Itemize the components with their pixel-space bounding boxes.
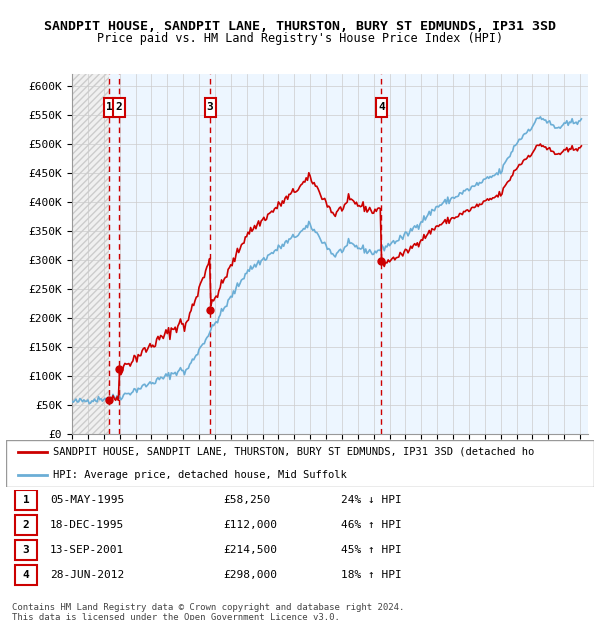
Text: SANDPIT HOUSE, SANDPIT LANE, THURSTON, BURY ST EDMUNDS, IP31 3SD (detached ho: SANDPIT HOUSE, SANDPIT LANE, THURSTON, B… [53, 447, 534, 457]
FancyBboxPatch shape [205, 98, 215, 117]
Text: 05-MAY-1995: 05-MAY-1995 [50, 495, 124, 505]
FancyBboxPatch shape [104, 98, 115, 117]
Text: 2: 2 [116, 102, 122, 112]
Bar [119, 74, 210, 434]
Text: 2: 2 [23, 520, 29, 530]
Text: 18% ↑ HPI: 18% ↑ HPI [341, 570, 402, 580]
Text: HPI: Average price, detached house, Mid Suffolk: HPI: Average price, detached house, Mid … [53, 470, 347, 480]
Bar [382, 74, 588, 434]
Text: 3: 3 [23, 545, 29, 555]
Text: 24% ↓ HPI: 24% ↓ HPI [341, 495, 402, 505]
FancyBboxPatch shape [15, 490, 37, 510]
Text: £214,500: £214,500 [224, 545, 278, 555]
Bar [109, 74, 119, 434]
FancyBboxPatch shape [15, 565, 37, 585]
Text: SANDPIT HOUSE, SANDPIT LANE, THURSTON, BURY ST EDMUNDS, IP31 3SD: SANDPIT HOUSE, SANDPIT LANE, THURSTON, B… [44, 20, 556, 33]
Text: 4: 4 [23, 570, 29, 580]
Text: This data is licensed under the Open Government Licence v3.0.: This data is licensed under the Open Gov… [12, 613, 340, 620]
Bar [210, 74, 382, 434]
Text: 13-SEP-2001: 13-SEP-2001 [50, 545, 124, 555]
Text: 46% ↑ HPI: 46% ↑ HPI [341, 520, 402, 530]
Text: 1: 1 [23, 495, 29, 505]
Text: Contains HM Land Registry data © Crown copyright and database right 2024.: Contains HM Land Registry data © Crown c… [12, 603, 404, 612]
Text: 3: 3 [207, 102, 214, 112]
Text: £298,000: £298,000 [224, 570, 278, 580]
FancyBboxPatch shape [15, 540, 37, 560]
Text: 28-JUN-2012: 28-JUN-2012 [50, 570, 124, 580]
FancyBboxPatch shape [15, 515, 37, 535]
Text: 1: 1 [106, 102, 113, 112]
Text: Price paid vs. HM Land Registry's House Price Index (HPI): Price paid vs. HM Land Registry's House … [97, 32, 503, 45]
Text: £112,000: £112,000 [224, 520, 278, 530]
Text: £58,250: £58,250 [224, 495, 271, 505]
Text: 45% ↑ HPI: 45% ↑ HPI [341, 545, 402, 555]
Text: 18-DEC-1995: 18-DEC-1995 [50, 520, 124, 530]
FancyBboxPatch shape [376, 98, 387, 117]
FancyBboxPatch shape [113, 98, 125, 117]
Bar [72, 74, 109, 434]
Text: 4: 4 [378, 102, 385, 112]
